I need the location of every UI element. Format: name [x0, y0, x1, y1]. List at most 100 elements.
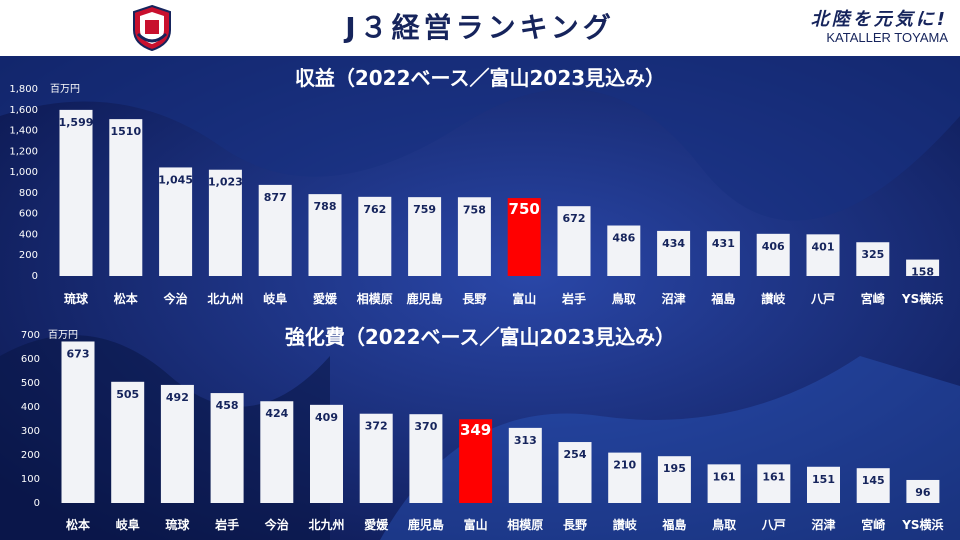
category-label: 松本 — [114, 291, 138, 306]
category-label: 長野 — [563, 517, 587, 532]
category-label: 八戸 — [810, 292, 835, 306]
y-tick-label: 1,000 — [9, 167, 38, 178]
team-name: KATALLER TOYAMA — [826, 30, 948, 45]
y-tick-label: 0 — [34, 498, 40, 509]
data-label: 458 — [216, 399, 239, 412]
y-tick-label: 0 — [32, 271, 38, 282]
data-label: 372 — [365, 420, 388, 433]
category-label: 福島 — [710, 291, 735, 306]
category-label: 松本 — [66, 517, 90, 532]
category-label: 鳥取 — [612, 291, 636, 306]
category-label: 愛媛 — [364, 517, 389, 532]
data-label: 434 — [662, 237, 685, 250]
bar — [160, 384, 194, 503]
category-label: 相模原 — [507, 517, 543, 532]
header: J３経営ランキング 北陸を元気に! KATALLER TOYAMA — [0, 0, 960, 56]
bar — [208, 169, 242, 276]
category-label: 長野 — [462, 291, 486, 306]
category-label: 岐阜 — [263, 291, 287, 306]
bar — [856, 468, 890, 503]
data-label: 406 — [762, 240, 785, 253]
category-label: 琉球 — [64, 291, 89, 306]
data-label: 210 — [613, 459, 636, 472]
bar — [757, 464, 791, 503]
bar — [308, 194, 342, 276]
bar — [260, 401, 294, 503]
revenue-unit-label: 百万円 — [50, 84, 80, 95]
data-label: 254 — [564, 448, 587, 461]
data-label: 1,599 — [59, 116, 94, 129]
data-label: 145 — [862, 474, 885, 487]
y-tick-label: 400 — [21, 402, 40, 413]
team-crest-icon — [133, 4, 171, 52]
bar — [558, 442, 592, 503]
data-label: 492 — [166, 391, 189, 404]
y-tick-label: 100 — [21, 474, 40, 485]
data-label: 1510 — [110, 125, 141, 138]
data-label: 370 — [414, 420, 437, 433]
bar — [557, 206, 591, 276]
category-label: 琉球 — [165, 517, 190, 532]
data-label: 313 — [514, 434, 537, 447]
data-label: 1,045 — [158, 173, 193, 186]
data-label: 505 — [116, 388, 139, 401]
category-label: 富山 — [464, 517, 488, 532]
bar — [507, 198, 541, 276]
data-label: 788 — [314, 200, 337, 213]
y-tick-label: 1,600 — [9, 105, 38, 116]
data-label: 762 — [363, 203, 386, 216]
bar — [607, 225, 641, 276]
bar — [806, 234, 840, 276]
data-label: 409 — [315, 411, 338, 424]
category-label: 鳥取 — [712, 517, 736, 532]
y-tick-label: 200 — [21, 450, 40, 461]
y-tick-label: 300 — [21, 426, 40, 437]
data-label: 1,023 — [208, 176, 243, 189]
y-tick-label: 500 — [21, 378, 40, 389]
data-label: 750 — [509, 200, 540, 218]
category-label: 北九州 — [207, 291, 243, 306]
bar — [608, 452, 642, 503]
bar — [109, 119, 143, 276]
y-tick-label: 1,200 — [9, 146, 38, 157]
bar — [159, 167, 193, 276]
category-label: 鹿児島 — [407, 291, 443, 306]
category-label: 宮崎 — [861, 517, 885, 532]
data-label: 349 — [460, 421, 491, 439]
y-tick-label: 600 — [19, 209, 38, 220]
bar — [856, 242, 890, 276]
data-label: 195 — [663, 462, 686, 475]
bar — [706, 231, 740, 276]
bar — [258, 184, 292, 276]
data-label: 672 — [563, 212, 586, 225]
bar — [508, 427, 542, 503]
category-label: 沼津 — [662, 291, 686, 306]
bar — [459, 419, 493, 503]
data-label: 151 — [812, 473, 835, 486]
category-label: 福島 — [661, 517, 686, 532]
y-tick-label: 1,400 — [9, 126, 38, 137]
category-label: 讃岐 — [761, 291, 786, 306]
category-label: 愛媛 — [313, 291, 338, 306]
bar — [409, 414, 443, 503]
data-label: 325 — [861, 248, 884, 261]
category-label: 宮崎 — [861, 291, 885, 306]
y-tick-label: 600 — [21, 354, 40, 365]
data-label: 96 — [915, 486, 931, 499]
data-label: 486 — [612, 232, 635, 245]
category-label: YS横浜 — [901, 517, 943, 532]
y-tick-label: 800 — [19, 188, 38, 199]
data-label: 758 — [463, 203, 486, 216]
category-label: 沼津 — [811, 517, 835, 532]
category-label: 富山 — [512, 291, 536, 306]
data-label: 424 — [265, 407, 288, 420]
category-label: 讃岐 — [613, 517, 638, 532]
bar — [807, 466, 840, 503]
category-label: 今治 — [264, 517, 289, 532]
strengthening-unit-label: 百万円 — [48, 330, 78, 341]
bar — [359, 413, 393, 503]
data-label: 161 — [762, 470, 785, 483]
data-label: 673 — [67, 347, 90, 360]
